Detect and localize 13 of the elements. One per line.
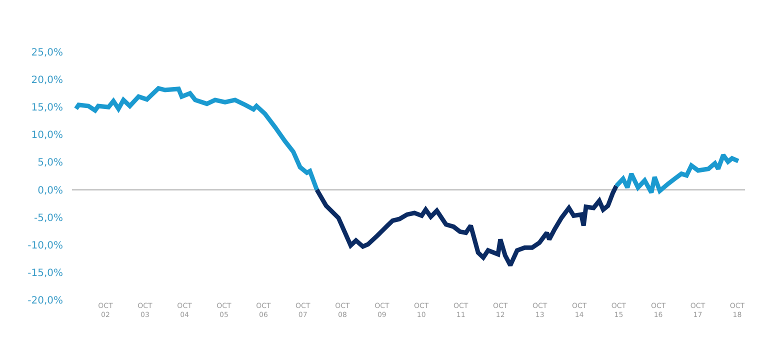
y-tick-label: 0,0% [38,185,63,196]
line-series [314,184,619,268]
y-tick-label: 10,0% [31,130,63,142]
y-tick-label: 15,0% [31,102,63,114]
line-series [614,152,741,195]
y-tick-label: -15,0% [28,268,63,279]
y-tick-label: -5,0% [34,212,63,224]
y-tick-label: 5,0% [38,158,63,169]
y-tick-label: 25,0% [31,48,63,58]
y-tick-label: -20,0% [28,296,63,306]
y-tick-label: 20,0% [31,75,63,86]
line-series [74,86,320,192]
y-tick-label: -10,0% [28,240,63,252]
